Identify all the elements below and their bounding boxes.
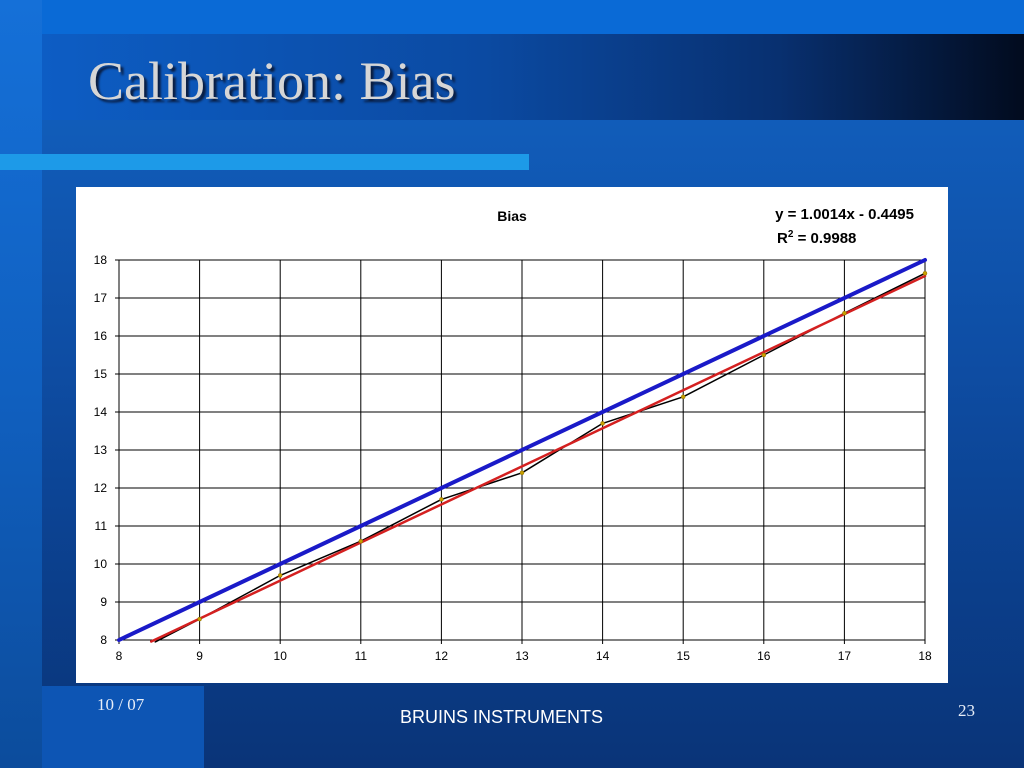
data-point	[680, 394, 686, 400]
x-tick-label: 16	[757, 649, 771, 663]
y-tick-label: 13	[94, 443, 108, 457]
chart-title: Bias	[497, 208, 527, 224]
y-tick-labels: 8 9 10 11 12 13 14 15 16 17 18	[94, 253, 108, 647]
y-tick-label: 9	[100, 595, 107, 609]
x-tick-label: 8	[116, 649, 123, 663]
r-squared-label: R2 = 0.9988	[777, 229, 856, 247]
chart-grid	[115, 259, 926, 644]
y-tick-label: 11	[95, 519, 108, 533]
page-number: 23	[958, 701, 975, 720]
title-divider	[0, 154, 529, 170]
y-tick-label: 10	[94, 557, 108, 571]
left-band	[0, 0, 42, 768]
footer-date: 10 / 07	[97, 695, 145, 714]
data-point	[842, 310, 847, 316]
x-tick-labels: 8 9 10 11 12 13 14 15 16 17 18	[116, 649, 932, 663]
footer-company: BRUINS INSTRUMENTS	[400, 707, 604, 727]
r-squared-exponent: 2	[788, 229, 794, 240]
data-point	[761, 352, 767, 358]
r-squared-r: R	[777, 230, 788, 247]
x-tick-label: 12	[435, 649, 449, 663]
data-point	[277, 573, 283, 578]
regression-equation: y = 1.0014x - 0.4495	[775, 206, 914, 223]
y-tick-label: 12	[94, 481, 108, 495]
chart-series	[117, 258, 928, 643]
y-tick-label: 15	[94, 367, 108, 381]
chart-panel: 8 9 10 11 12 13 14 15 16 17 18 8 9 10 11 12 13 14 15 16 17 1…	[76, 187, 948, 683]
footer-block	[42, 686, 204, 768]
x-tick-label: 17	[838, 649, 852, 663]
bias-chart: 8 9 10 11 12 13 14 15 16 17 18 8 9 10 11 12 13 14 15 16 17 1…	[94, 206, 932, 663]
data-point	[358, 538, 364, 544]
x-tick-label: 11	[355, 649, 368, 663]
x-tick-label: 14	[596, 649, 610, 663]
top-strip	[0, 0, 1024, 34]
y-tick-label: 18	[94, 253, 108, 267]
y-tick-label: 14	[94, 405, 108, 419]
y-tick-label: 8	[100, 633, 107, 647]
title-bar	[42, 34, 1024, 120]
x-tick-label: 18	[918, 649, 932, 663]
y-tick-label: 17	[94, 291, 108, 305]
x-tick-label: 10	[274, 649, 288, 663]
x-tick-label: 15	[677, 649, 691, 663]
r-squared-value: = 0.9988	[793, 230, 856, 247]
x-tick-label: 9	[196, 649, 203, 663]
data-point	[922, 271, 928, 276]
x-tick-label: 13	[515, 649, 529, 663]
slide-title: Calibration: Bias	[88, 51, 456, 111]
ideal-line	[117, 258, 927, 642]
trend-line	[149, 274, 927, 643]
data-point	[519, 470, 525, 476]
data-point	[600, 421, 605, 426]
data-point	[439, 497, 444, 502]
data-point	[197, 616, 202, 622]
y-tick-label: 16	[94, 329, 108, 343]
